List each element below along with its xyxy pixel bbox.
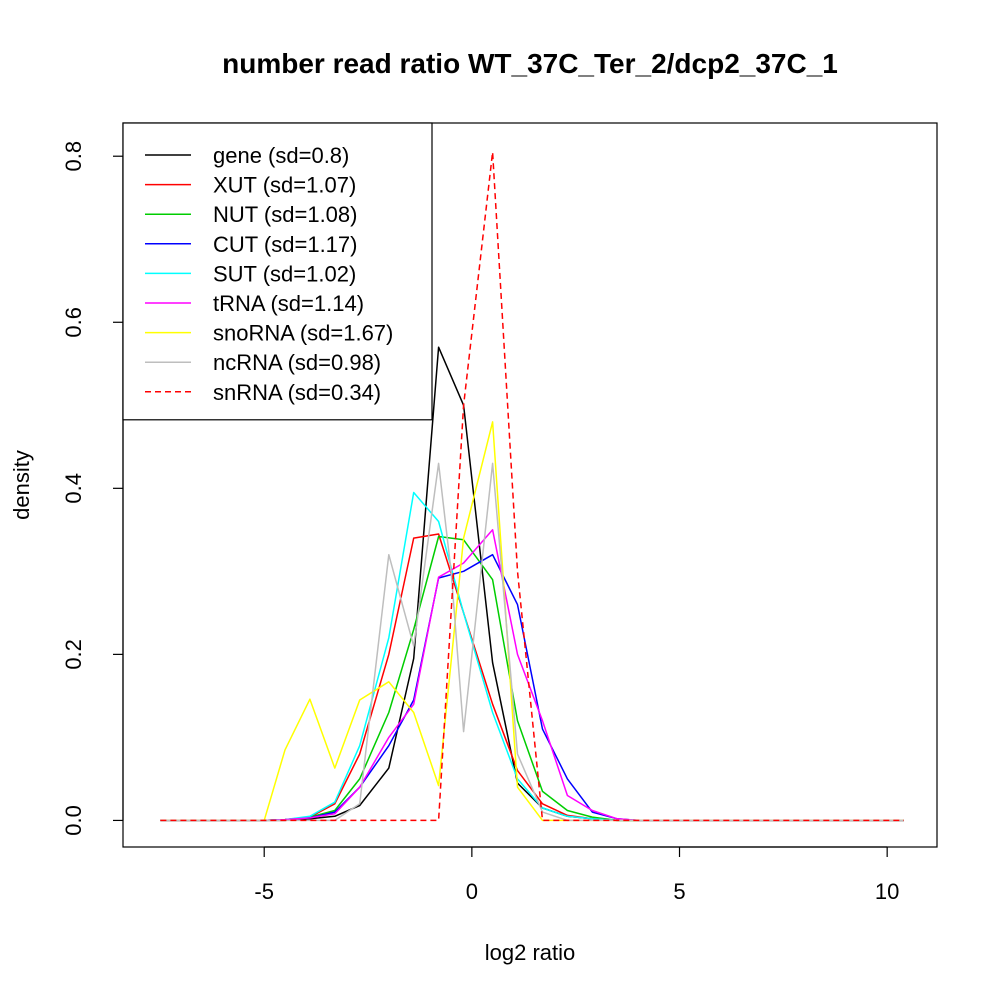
legend: gene (sd=0.8) XUT (sd=1.07) NUT (sd=1.08) C… xyxy=(122,122,433,421)
x-axis-label: log2 ratio xyxy=(485,940,576,965)
y-tick-label: 0.2 xyxy=(61,639,86,670)
y-axis-label: density xyxy=(9,450,34,520)
series-line-5 xyxy=(160,529,904,822)
y-tick-label: 0.8 xyxy=(61,141,86,172)
legend-label-2: NUT (sd=1.08) xyxy=(213,202,357,227)
series-line-8 xyxy=(160,151,904,822)
legend-box xyxy=(122,122,433,421)
y-tick-label: 0.4 xyxy=(61,473,86,504)
legend-label-3: CUT (sd=1.17) xyxy=(213,232,357,257)
x-tick-label: -5 xyxy=(254,879,274,904)
x-tick-label: 10 xyxy=(875,879,899,904)
legend-label-4: SUT (sd=1.02) xyxy=(213,261,356,286)
plot-frame xyxy=(122,122,938,848)
legend-label-8: snRNA (sd=0.34) xyxy=(213,380,381,405)
legend-label-5: tRNA (sd=1.14) xyxy=(213,291,364,316)
x-tick-label: 0 xyxy=(466,879,478,904)
series-layer xyxy=(160,151,904,822)
x-tick-label: 5 xyxy=(673,879,685,904)
legend-label-1: XUT (sd=1.07) xyxy=(213,173,356,198)
y-tick-label: 0.0 xyxy=(61,805,86,836)
legend-label-6: snoRNA (sd=1.67) xyxy=(213,321,393,346)
y-tick-label: 0.6 xyxy=(61,307,86,338)
legend-label-0: gene (sd=0.8) xyxy=(213,143,349,168)
legend-label-7: ncRNA (sd=0.98) xyxy=(213,350,381,375)
chart-title: number read ratio WT_37C_Ter_2/dcp2_37C_… xyxy=(222,48,838,79)
